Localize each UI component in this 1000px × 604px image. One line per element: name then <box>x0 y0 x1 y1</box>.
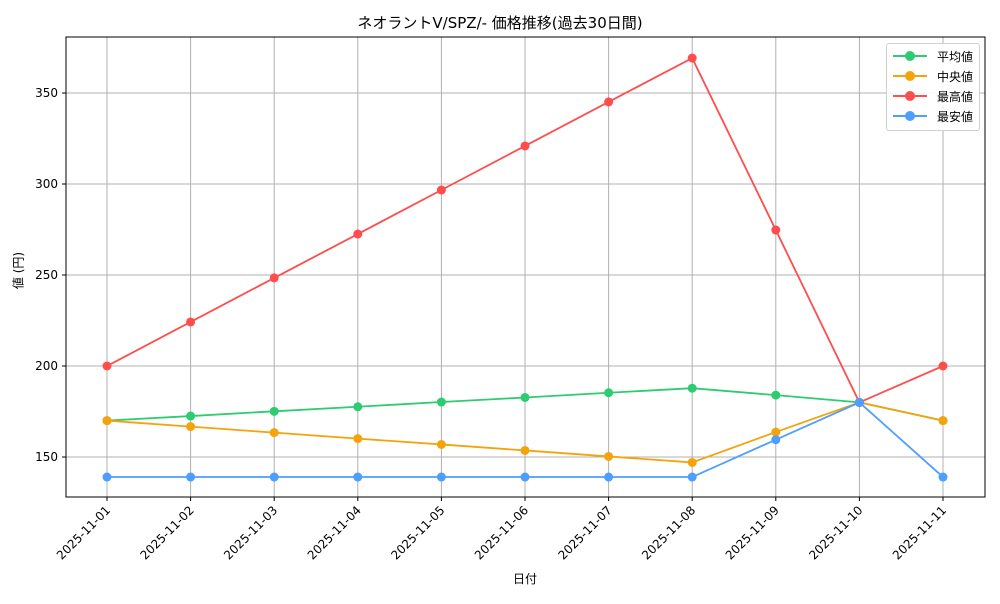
data-point <box>604 97 614 107</box>
data-point <box>687 53 697 63</box>
y-axis-label: 値 (円) <box>11 251 26 290</box>
data-point <box>938 361 948 371</box>
data-point <box>269 406 279 416</box>
legend-label: 最高値 <box>937 89 974 104</box>
data-point <box>938 416 948 426</box>
data-point <box>604 451 614 461</box>
chart-title: ネオラントV/SPZ/- 価格推移(過去30日間) <box>357 14 643 32</box>
data-point <box>186 317 196 327</box>
legend-item-average: 平均値 <box>893 46 973 66</box>
legend-item-min: 最安値 <box>893 106 973 126</box>
x-tick-label: 2025-11-07 <box>556 503 615 562</box>
data-point <box>353 434 363 444</box>
data-point <box>186 422 196 432</box>
data-point <box>771 435 781 445</box>
data-point <box>520 392 530 402</box>
legend-marker-icon <box>893 86 927 106</box>
data-point <box>436 439 446 449</box>
legend-label: 平均値 <box>937 49 974 64</box>
data-point <box>102 472 112 482</box>
y-tick-label: 350 <box>35 86 58 100</box>
data-point <box>687 383 697 393</box>
x-tick-label: 2025-11-02 <box>138 503 197 562</box>
legend-marker-icon <box>893 46 927 66</box>
y-axis-ticks: 150 200 250 300 350 <box>35 86 66 464</box>
x-tick-label: 2025-11-11 <box>890 503 949 562</box>
data-point <box>102 361 112 371</box>
legend-item-median: 中央値 <box>893 66 973 86</box>
data-point <box>269 428 279 438</box>
data-point <box>771 225 781 235</box>
data-point <box>353 472 363 482</box>
data-point <box>520 472 530 482</box>
x-tick-label: 2025-11-09 <box>723 503 782 562</box>
series-line <box>102 397 948 467</box>
data-point <box>938 472 948 482</box>
data-point <box>520 141 530 151</box>
data-point <box>687 472 697 482</box>
x-tick-label: 2025-11-08 <box>639 503 698 562</box>
data-point <box>436 397 446 407</box>
data-point <box>771 390 781 400</box>
x-axis-label: 日付 <box>512 572 537 586</box>
data-point <box>604 388 614 398</box>
data-point <box>854 397 864 407</box>
data-point <box>269 273 279 283</box>
data-point <box>353 229 363 239</box>
legend-item-max: 最高値 <box>893 86 973 106</box>
data-point <box>771 427 781 437</box>
data-point <box>520 445 530 455</box>
x-tick-label: 2025-11-01 <box>54 503 113 562</box>
y-tick-label: 300 <box>35 177 58 191</box>
data-point <box>353 402 363 412</box>
legend-label: 中央値 <box>937 69 974 84</box>
legend-marker-icon <box>893 66 927 86</box>
series-line <box>102 53 948 407</box>
y-tick-label: 200 <box>35 359 58 373</box>
data-point <box>687 457 697 467</box>
x-tick-label: 2025-11-03 <box>221 503 280 562</box>
x-axis-ticks: 2025-11-01 2025-11-02 2025-11-03 2025-11-04… <box>54 497 949 562</box>
data-point <box>186 472 196 482</box>
legend: 平均値 中央値 最高値 最安値 <box>886 43 980 131</box>
series-line <box>102 397 948 482</box>
data-point <box>604 472 614 482</box>
data-point <box>102 416 112 426</box>
x-tick-label: 2025-11-10 <box>806 503 865 562</box>
x-tick-label: 2025-11-04 <box>305 503 364 562</box>
data-point <box>269 472 279 482</box>
y-tick-label: 150 <box>35 450 58 464</box>
data-point <box>436 185 446 195</box>
x-tick-label: 2025-11-05 <box>388 503 447 562</box>
data-point <box>186 411 196 421</box>
legend-marker-icon <box>893 106 927 126</box>
x-tick-label: 2025-11-06 <box>472 503 531 562</box>
y-tick-label: 250 <box>35 268 58 282</box>
legend-label: 最安値 <box>937 109 974 124</box>
data-point <box>436 472 446 482</box>
